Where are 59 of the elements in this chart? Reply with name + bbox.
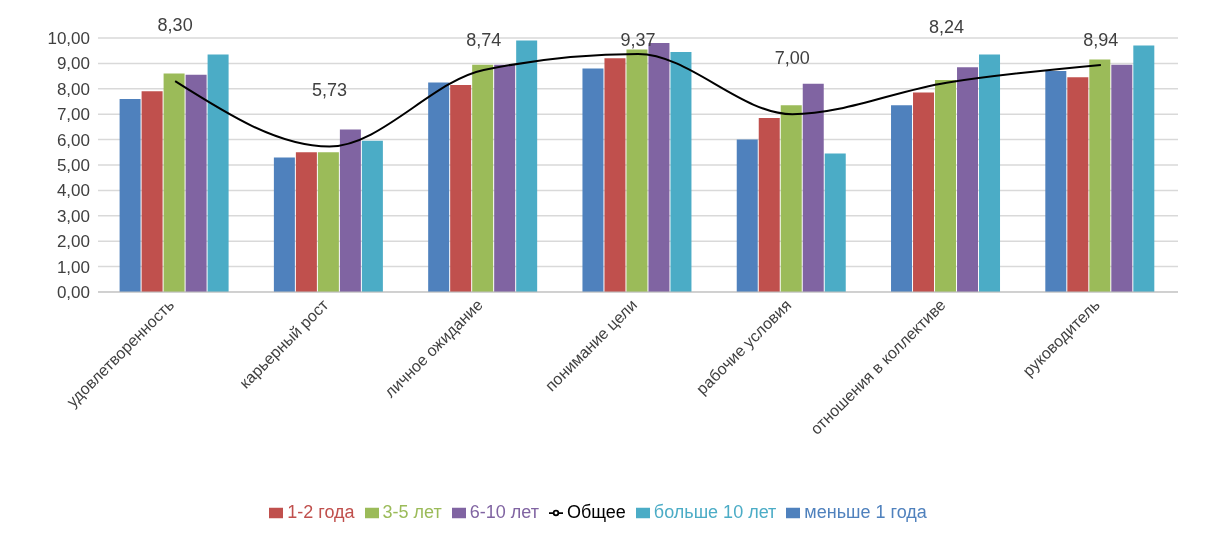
legend-label: больше 10 лет [653, 502, 777, 522]
bar [361, 140, 383, 292]
bar [758, 118, 780, 292]
bar [913, 92, 935, 292]
bar [163, 73, 185, 292]
bar [450, 84, 472, 292]
data-label: 8,94 [1083, 30, 1119, 50]
data-label: 8,24 [929, 16, 965, 37]
y-tick-label: 4,00 [56, 181, 90, 201]
data-label: 9,37 [620, 30, 656, 50]
legend-label: 1-2 года [287, 502, 355, 522]
bar [935, 79, 957, 292]
bar [295, 152, 317, 292]
legend-label: 3-5 лет [382, 502, 442, 522]
bar [979, 54, 1001, 292]
bar [802, 83, 824, 292]
data-label: 8,74 [466, 30, 502, 50]
bar [1045, 71, 1067, 292]
bar [273, 157, 295, 292]
legend-label: 6-10 лет [469, 502, 539, 522]
data-label: 8,30 [157, 15, 193, 36]
bar [582, 68, 604, 292]
bar [494, 64, 516, 292]
data-label: 5,73 [311, 80, 347, 101]
y-tick-label: 0,00 [56, 283, 90, 303]
y-tick-label: 6,00 [56, 130, 90, 150]
bar [891, 105, 913, 292]
bar [472, 64, 494, 292]
data-label: 7,00 [774, 48, 810, 69]
bar [626, 49, 648, 292]
bar [824, 153, 846, 292]
bar [1133, 45, 1155, 292]
bar [317, 152, 339, 292]
y-tick-label: 5,00 [56, 156, 90, 176]
bar [516, 40, 538, 292]
y-tick-label: 7,00 [56, 105, 90, 125]
y-tick-label: 3,00 [56, 206, 90, 226]
y-tick-label: 1,00 [56, 257, 90, 277]
bar [670, 51, 692, 292]
y-tick-label: 10,00 [47, 29, 90, 49]
legend-label: меньше 1 года [804, 502, 927, 522]
bar [141, 91, 163, 292]
bar [780, 105, 802, 292]
bar [1111, 64, 1133, 292]
bar [1067, 77, 1089, 292]
y-tick-label: 2,00 [56, 232, 90, 252]
bar [957, 67, 979, 292]
bar [1089, 59, 1111, 292]
y-tick-label: 9,00 [56, 54, 90, 74]
bar [119, 98, 141, 292]
legend-label: Общее [566, 502, 626, 522]
bar [339, 129, 361, 292]
bar [185, 74, 207, 292]
bar [428, 82, 450, 292]
line-series [174, 53, 1102, 148]
y-tick-label: 8,00 [56, 79, 90, 99]
bar [604, 58, 626, 292]
bar [207, 54, 229, 292]
bar [736, 139, 758, 292]
